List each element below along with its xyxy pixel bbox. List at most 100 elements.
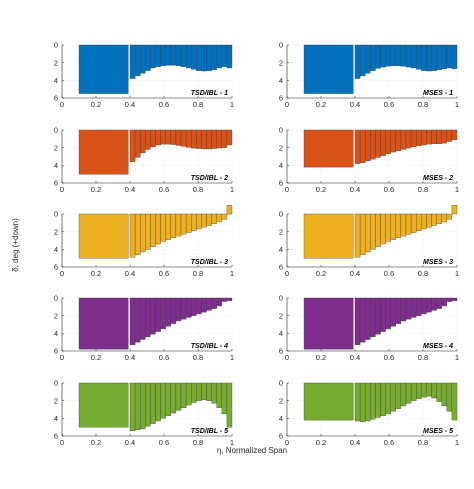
- bar: [426, 213, 432, 228]
- x-tick-label: 0.2: [91, 353, 101, 362]
- bar: [185, 213, 192, 233]
- bar: [426, 44, 432, 72]
- bar: [303, 213, 354, 259]
- x-tick-label: 0.8: [193, 438, 203, 447]
- y-tick-label: 0: [54, 41, 58, 50]
- x-tick-label: 1: [230, 185, 234, 194]
- bar: [395, 129, 402, 151]
- bar: [185, 382, 192, 406]
- x-tick-label: 0.4: [350, 353, 360, 362]
- bar: [201, 213, 207, 228]
- x-tick-label: 0.8: [193, 353, 203, 362]
- x-tick-label: 0.8: [418, 438, 428, 447]
- bar: [201, 129, 207, 150]
- bar: [436, 382, 442, 402]
- bar: [134, 213, 141, 255]
- bar: [140, 129, 146, 154]
- bar: [145, 129, 151, 150]
- x-tick-label: 0: [60, 438, 64, 447]
- x-tick-label: 0: [60, 269, 64, 278]
- bar: [129, 297, 136, 345]
- x-tick-label: 0.6: [159, 185, 169, 194]
- bar: [226, 204, 233, 215]
- bar: [421, 297, 427, 315]
- bar: [390, 44, 396, 66]
- bar: [370, 213, 376, 250]
- bar: [196, 382, 202, 401]
- bar: [395, 297, 402, 324]
- bar: [421, 213, 427, 230]
- bar: [78, 44, 129, 94]
- bar: [140, 382, 146, 430]
- bar: [185, 297, 192, 318]
- bar: [405, 129, 412, 149]
- bar: [446, 297, 453, 302]
- bar: [201, 382, 207, 400]
- bar: [421, 129, 427, 146]
- panel-5-1: 0 0.2 0.4 0.6 0.8 1 0 2 4 6 TSD/IBL - 5: [54, 379, 234, 447]
- bar: [170, 44, 177, 66]
- y-tick-label: 4: [54, 245, 58, 254]
- panel-label: MSES - 1: [423, 90, 453, 97]
- y-tick-label: 0: [54, 126, 58, 135]
- x-tick-label: 1: [230, 438, 234, 447]
- y-tick-label: 0: [54, 210, 58, 219]
- bar: [410, 297, 417, 318]
- bar: [140, 297, 146, 340]
- bar: [400, 297, 407, 322]
- y-tick-label: 6: [279, 94, 283, 103]
- x-tick-label: 0.6: [159, 438, 169, 447]
- x-tick-label: 0.4: [125, 269, 135, 278]
- x-tick-label: 0: [60, 353, 64, 362]
- bar: [175, 213, 182, 237]
- bar: [226, 44, 233, 69]
- bar: [129, 213, 136, 258]
- bar: [436, 297, 442, 309]
- bar: [303, 382, 354, 421]
- bar: [426, 382, 432, 397]
- x-tick-label: 0.8: [418, 100, 428, 109]
- bar: [150, 382, 156, 424]
- bar: [385, 213, 391, 242]
- bar: [145, 44, 151, 71]
- bar: [191, 129, 197, 149]
- bar: [165, 297, 171, 327]
- y-tick-label: 4: [279, 329, 283, 338]
- bar: [206, 129, 212, 150]
- bar: [140, 44, 146, 74]
- x-tick-label: 0.2: [91, 100, 101, 109]
- x-tick-label: 0.4: [125, 438, 135, 447]
- bar: [400, 213, 407, 237]
- x-tick-label: 0.8: [418, 353, 428, 362]
- y-tick-label: 6: [54, 94, 58, 103]
- bar: [303, 297, 354, 350]
- x-tick-label: 0.6: [384, 185, 394, 194]
- bar: [206, 213, 212, 226]
- panel-label: TSD/IBL - 3: [191, 259, 228, 266]
- bar: [354, 213, 361, 258]
- x-tick-label: 0.8: [193, 269, 203, 278]
- bar: [441, 382, 447, 407]
- x-tick-label: 1: [230, 353, 234, 362]
- y-tick-label: 0: [279, 210, 283, 219]
- bar: [416, 382, 422, 400]
- bar: [446, 213, 453, 220]
- bar: [78, 297, 129, 350]
- x-tick-label: 0.6: [159, 353, 169, 362]
- panel-4-1: 0 0.2 0.4 0.6 0.8 1 0 2 4 6 TSD/IBL - 4: [54, 294, 234, 362]
- x-tick-label: 0.2: [91, 185, 101, 194]
- panel-label: MSES - 5: [423, 428, 453, 435]
- x-tick-label: 0: [285, 353, 289, 362]
- bar: [451, 204, 458, 215]
- x-tick-label: 0.4: [350, 100, 360, 109]
- y-tick-label: 0: [279, 294, 283, 303]
- bar: [129, 129, 136, 162]
- x-tick-label: 0.6: [384, 353, 394, 362]
- bar: [421, 382, 427, 398]
- bar: [436, 129, 442, 144]
- y-tick-label: 4: [54, 414, 58, 423]
- y-tick-label: 2: [54, 58, 58, 67]
- bar: [145, 297, 151, 338]
- x-tick-label: 0.2: [91, 438, 101, 447]
